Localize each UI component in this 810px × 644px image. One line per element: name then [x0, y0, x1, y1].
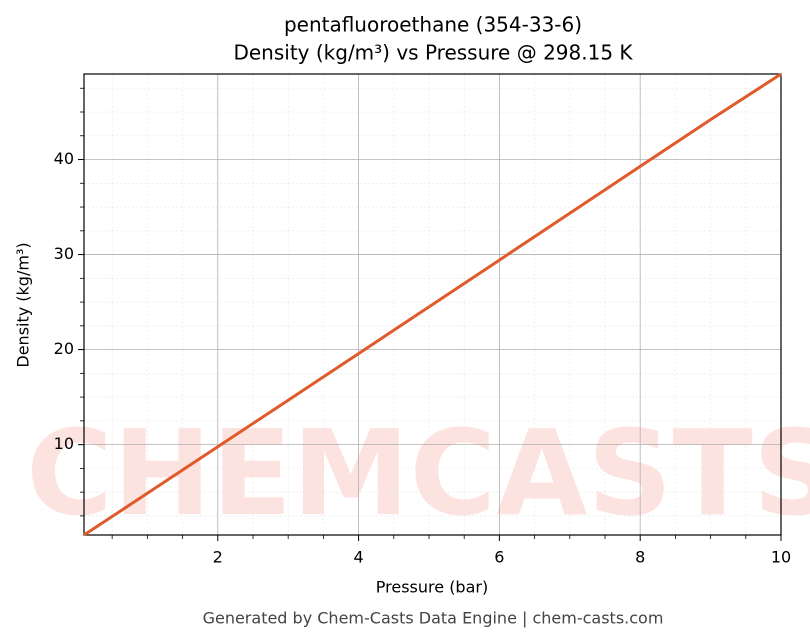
y-axis-label: Density (kg/m³)	[14, 242, 33, 367]
x-axis-label: Pressure (bar)	[376, 578, 488, 597]
y-tick-label: 10	[54, 434, 74, 453]
x-tick-label: 10	[771, 548, 791, 567]
footer: Generated by Chem-Casts Data Engine | ch…	[203, 609, 664, 628]
chart-title: pentafluoroethane (354-33-6)	[284, 13, 582, 37]
y-tick-label: 40	[54, 149, 74, 168]
plot-frame	[83, 73, 782, 536]
chart-subtitle: Density (kg/m³) vs Pressure @ 298.15 K	[233, 41, 633, 65]
x-tick-label: 6	[494, 548, 504, 567]
x-tick-label: 8	[635, 548, 645, 567]
x-tick-label: 4	[353, 548, 363, 567]
y-tick-label: 20	[54, 339, 74, 358]
data-line	[83, 72, 782, 537]
x-tick-label: 2	[213, 548, 223, 567]
watermark: CHEMCASTS	[26, 404, 810, 542]
y-tick-label: 30	[54, 244, 74, 263]
